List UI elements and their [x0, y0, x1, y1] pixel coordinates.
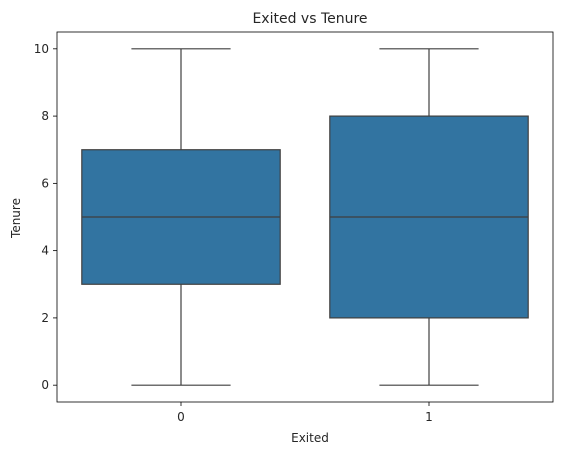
x-tick-label-1: 1 — [425, 410, 433, 424]
y-tick-label-3: 6 — [41, 176, 49, 190]
y-tick-label-5: 10 — [34, 42, 49, 56]
y-axis-label: Tenure — [9, 198, 23, 239]
y-tick-label-4: 8 — [41, 109, 49, 123]
y-tick-label-1: 2 — [41, 311, 49, 325]
plot-area: 0 2 4 6 8 10 0 1 — [34, 31, 554, 424]
chart-title: Exited vs Tenure — [252, 11, 367, 27]
x-axis-label: Exited — [291, 431, 329, 445]
plot-frame — [56, 31, 554, 403]
y-tick-label-2: 4 — [41, 244, 49, 258]
x-tick-label-0: 0 — [177, 410, 185, 424]
y-tick-label-0: 0 — [41, 378, 49, 392]
